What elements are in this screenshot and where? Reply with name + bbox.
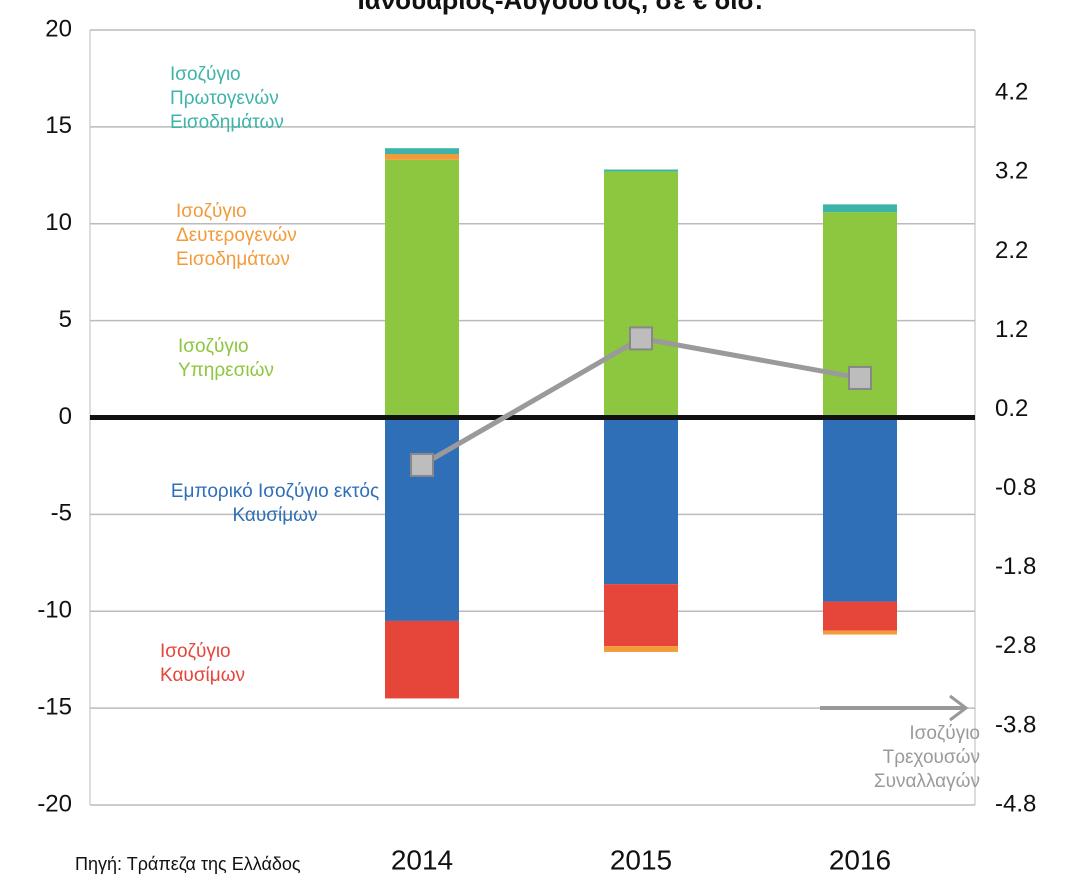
- source: Πηγή: Τράπεζα της Ελλάδος: [75, 854, 301, 874]
- y2-tick-label: -2.8: [995, 632, 1036, 659]
- y2-tick-label: -3.8: [995, 711, 1036, 738]
- x-tick-label: 2016: [829, 844, 891, 875]
- y2-tick-label: 1.2: [995, 316, 1028, 343]
- arrow-head: [949, 694, 969, 722]
- bar-segment: [823, 601, 897, 631]
- line-marker: [848, 365, 872, 390]
- bar-segment: [604, 417, 678, 585]
- chart-title: Ιανουάριος-Αύγουστος, σε € δισ.: [358, 0, 763, 15]
- y-tick-label: -15: [37, 693, 72, 720]
- bar-segment: [604, 584, 678, 647]
- series-label: Ισοζύγιο Τρεχουσών Συναλλαγών: [873, 723, 980, 792]
- y2-tick-label: 3.2: [995, 158, 1028, 185]
- line-marker: [410, 452, 434, 477]
- y2-tick-label: 2.2: [995, 237, 1028, 264]
- y-tick-label: 5: [59, 306, 72, 333]
- y-tick-label: -5: [51, 500, 72, 527]
- y2-tick-label: -0.8: [995, 474, 1036, 501]
- y-tick-label: 20: [45, 15, 72, 42]
- bar-segment: [604, 171, 678, 418]
- y2-tick-label: -4.8: [995, 790, 1036, 817]
- y-tick-label: 10: [45, 209, 72, 236]
- series-label: Ισοζύγιο Δευτερογενών Εισοδημάτων: [176, 201, 297, 270]
- bar-segment: [823, 630, 897, 635]
- bar-segment: [823, 204, 897, 213]
- series-label: Ισοζύγιο Καυσίμων: [160, 641, 246, 686]
- bar-segment: [385, 159, 459, 418]
- line-marker: [629, 326, 653, 351]
- series-label: Ισοζύγιο Πρωτογενών Εισοδημάτων: [170, 64, 284, 133]
- bar-segment: [385, 148, 459, 154]
- y2-tick-label: 0.2: [995, 395, 1028, 422]
- y-tick-label: -10: [37, 597, 72, 624]
- bar-segment: [604, 169, 678, 172]
- bar-segment: [385, 620, 459, 699]
- y-tick-label: -20: [37, 790, 72, 817]
- bar-segment: [604, 646, 678, 652]
- y-tick-label: 15: [45, 112, 72, 139]
- x-tick-label: 2014: [391, 844, 453, 875]
- y-tick-label: 0: [59, 403, 72, 430]
- bar-segment: [823, 417, 897, 602]
- y2-tick-label: 4.2: [995, 79, 1028, 106]
- x-tick-label: 2015: [610, 844, 672, 875]
- series-label: Εμπορικό Ισοζύγιο εκτός Καυσίμων: [170, 481, 380, 526]
- bar-segment: [385, 154, 459, 160]
- series-label: Ισοζύγιο Υπηρεσιών: [178, 336, 274, 381]
- y2-tick-label: -1.8: [995, 553, 1036, 580]
